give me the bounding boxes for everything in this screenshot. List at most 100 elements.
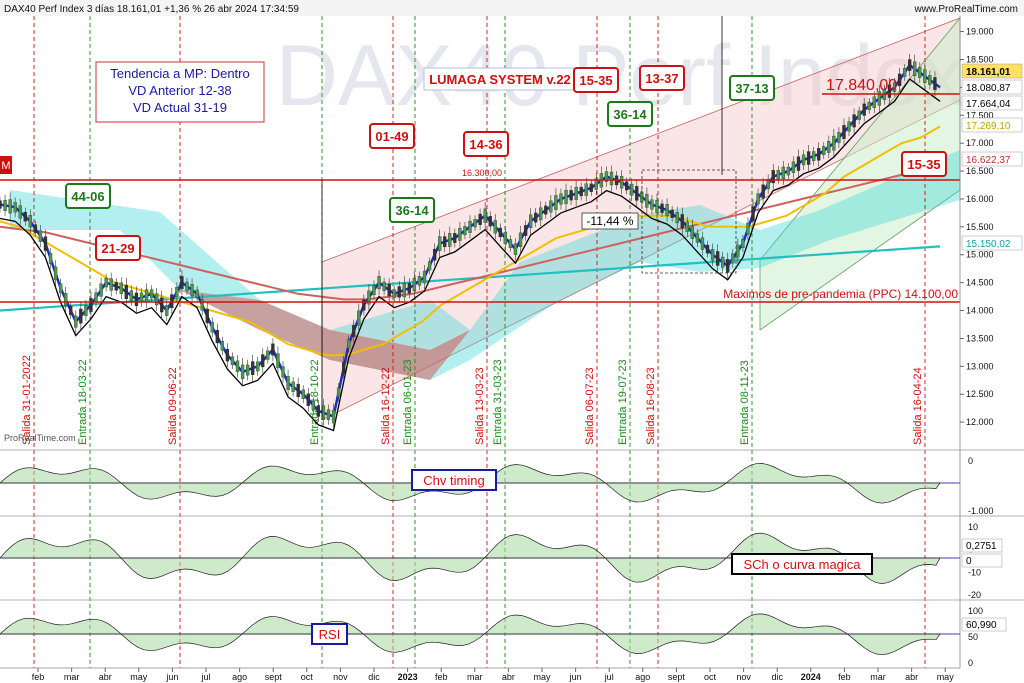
- candle-body: [382, 281, 386, 291]
- candle-body: [867, 101, 871, 111]
- candles: [0, 53, 937, 430]
- candle-body: [245, 364, 250, 376]
- candle-body: [165, 305, 169, 316]
- info-line-1: Tendencia a MP: Dentro: [110, 66, 249, 81]
- candle-body: [210, 322, 214, 333]
- candle-body: [736, 244, 740, 258]
- candle-body: [170, 294, 174, 309]
- candle-body: [347, 339, 351, 349]
- x-tick-label: feb: [435, 672, 448, 682]
- candle-body: [812, 151, 816, 161]
- candle-body: [240, 364, 245, 380]
- candle-body: [746, 222, 750, 235]
- candle-body: [685, 221, 689, 232]
- candle-body: [144, 289, 149, 302]
- candle-body: [665, 204, 669, 217]
- panel-label-box: [311, 623, 348, 645]
- panel-tick: -1.000: [968, 506, 994, 516]
- panel-tick: 100: [968, 606, 983, 616]
- y-tick-label: 19.000: [966, 27, 994, 37]
- price-tag-box: [961, 79, 1023, 95]
- x-tick-label: oct: [704, 672, 717, 682]
- y-tick-label: 15.000: [966, 250, 994, 260]
- candle-body: [832, 135, 836, 151]
- candle-body: [139, 292, 144, 303]
- x-tick-label: ago: [635, 672, 650, 682]
- candle-body: [407, 283, 412, 294]
- candle-body: [220, 341, 225, 351]
- price-tag-label: 18.080,87: [966, 83, 1011, 94]
- x-tick-label: may: [937, 672, 955, 682]
- candle-body: [594, 178, 598, 190]
- candle-body: [412, 277, 417, 292]
- regions: [10, 16, 961, 421]
- candle-body: [488, 216, 492, 227]
- x-tick-label: dic: [771, 672, 783, 682]
- candle-body: [776, 170, 780, 180]
- candle-body: [114, 282, 118, 291]
- badge-box: [573, 67, 619, 93]
- candle-body: [3, 199, 7, 211]
- candle-body: [887, 84, 892, 98]
- y-tick-label: 17.000: [966, 138, 994, 148]
- badge-box: [639, 65, 685, 91]
- candle-body: [190, 284, 194, 297]
- candle-body: [13, 202, 17, 213]
- candle-body: [508, 239, 513, 248]
- sch-tag-label: 0: [966, 556, 972, 567]
- candle-body: [48, 253, 53, 264]
- candle-body: [498, 227, 502, 238]
- candle-body: [0, 200, 2, 209]
- x-tick-label: sept: [265, 672, 283, 682]
- candle-body: [589, 183, 593, 192]
- rsi-panel: 100 50 0 RSI 60,990: [0, 599, 1024, 668]
- signal-label: Salida 16-08-23: [645, 367, 657, 445]
- rsi-tag-box: [961, 617, 1007, 632]
- badge-box: [369, 123, 415, 149]
- x-tick-label: oct: [301, 672, 314, 682]
- x-tick-label: jun: [165, 672, 178, 682]
- candle-body: [549, 200, 553, 213]
- price-callout: 17.840,00: [826, 77, 897, 94]
- candle-body: [33, 224, 38, 233]
- price-tag-box: [961, 63, 1023, 79]
- x-tick-label: mar: [64, 672, 80, 682]
- candle-body: [715, 251, 720, 266]
- candle-body: [422, 270, 427, 284]
- candle-body: [862, 103, 866, 116]
- candle-body: [806, 151, 811, 165]
- y-tick-label: 18.500: [966, 54, 994, 64]
- panel-label: RSI: [319, 627, 341, 642]
- candle-body: [230, 356, 235, 366]
- candle-body: [897, 73, 902, 87]
- candle-body: [195, 289, 199, 298]
- price-tag-box: [961, 151, 1023, 167]
- candle-body: [392, 289, 396, 298]
- price-tag-label: 16.622,37: [966, 155, 1011, 166]
- price-tag-label: 18.161,01: [966, 67, 1011, 78]
- candle-body: [160, 297, 164, 313]
- badge-label: 13-37: [645, 71, 678, 86]
- candle-body: [326, 409, 331, 420]
- candle-body: [301, 389, 305, 399]
- black-line: [0, 78, 941, 432]
- candle-body: [822, 146, 826, 155]
- signal-label: Entrada 08-11-23: [739, 360, 751, 445]
- candle-body: [473, 219, 477, 228]
- candle-body: [306, 393, 310, 406]
- candle-body: [58, 283, 63, 294]
- x-tick-label: feb: [32, 672, 45, 682]
- candle-body: [559, 193, 563, 205]
- signal-label: Entrada 19-07-23: [617, 359, 629, 445]
- drawdown-label-box: [581, 212, 639, 230]
- badge-label: 15-35: [907, 157, 940, 172]
- candle-body: [569, 190, 573, 201]
- x-axis: feb mar abr may jun jul ago sept oct nov dic 2023 fe…: [0, 667, 960, 682]
- candle-body: [397, 286, 401, 298]
- candle-body: [427, 261, 432, 271]
- y-tick-label: 15.500: [966, 222, 994, 232]
- x-tick-label: nov: [736, 672, 751, 682]
- x-tick-label: mar: [467, 672, 483, 682]
- sch-tag-box: [961, 553, 1003, 568]
